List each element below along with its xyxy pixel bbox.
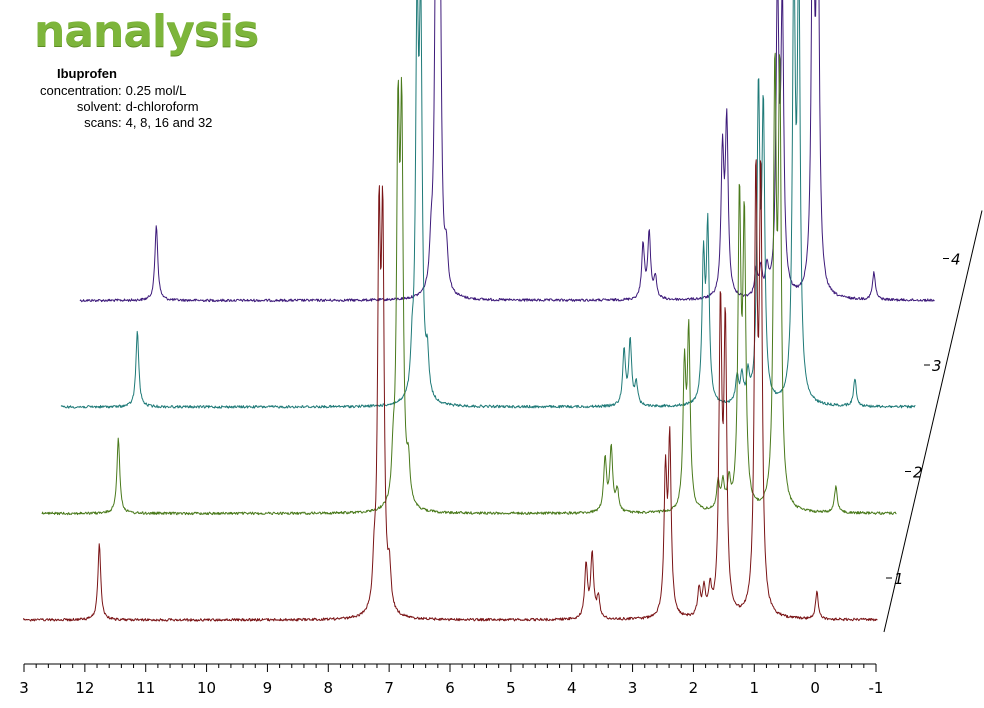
spectrum-line-1: [23, 159, 878, 622]
sample-params: concentration: 0.25 mol/L solvent: d-chl…: [40, 83, 212, 131]
x-tick-label: 0: [810, 679, 820, 697]
scan-label-3: 3: [932, 357, 942, 375]
x-tick-label: 7: [384, 679, 394, 697]
depth-axis-line: [883, 210, 983, 633]
depth-axis: 4 3 2 1: [883, 210, 983, 633]
nanalysis-logo: nanalysis: [34, 6, 259, 57]
scan-label-4: 4: [951, 251, 961, 269]
scan-label-1: 1: [894, 570, 904, 588]
param-value: 0.25 mol/L: [125, 83, 187, 98]
param-row-concentration: concentration: 0.25 mol/L: [40, 83, 212, 99]
sample-info: Ibuprofen concentration: 0.25 mol/L solv…: [40, 66, 212, 131]
x-tick-label: 5: [506, 679, 516, 697]
x-tick-label: 3: [19, 679, 29, 697]
x-tick-label: -1: [869, 679, 884, 697]
x-tick-label: 4: [567, 679, 577, 697]
x-axis: 3 12 11 10 9 8 7 6 5 4 3 2 1 0 -1: [19, 663, 884, 697]
x-tick-label: 9: [263, 679, 273, 697]
x-tick-label: 10: [197, 679, 216, 697]
param-key: solvent:: [76, 99, 122, 114]
param-row-solvent: solvent: d-chloroform: [40, 99, 212, 115]
x-tick-label: 8: [324, 679, 334, 697]
spectra-group: [23, 0, 935, 622]
param-key: concentration:: [40, 83, 122, 98]
param-value: d-chloroform: [125, 99, 199, 114]
sample-title: Ibuprofen: [57, 66, 117, 81]
x-tick-label: 1: [750, 679, 760, 697]
param-key: scans:: [84, 115, 122, 130]
spectrum-line-4: [79, 0, 935, 303]
x-tick-label: 3: [628, 679, 638, 697]
x-tick-label: 11: [136, 679, 155, 697]
scan-label-2: 2: [913, 464, 923, 482]
param-row-scans: scans: 4, 8, 16 and 32: [40, 115, 212, 131]
spectrum-line-2: [41, 52, 897, 516]
param-value: 4, 8, 16 and 32: [125, 115, 213, 130]
spectrum-line-3: [60, 0, 916, 409]
x-tick-label: 2: [689, 679, 699, 697]
x-tick-label: 12: [75, 679, 94, 697]
x-tick-label: 6: [445, 679, 455, 697]
